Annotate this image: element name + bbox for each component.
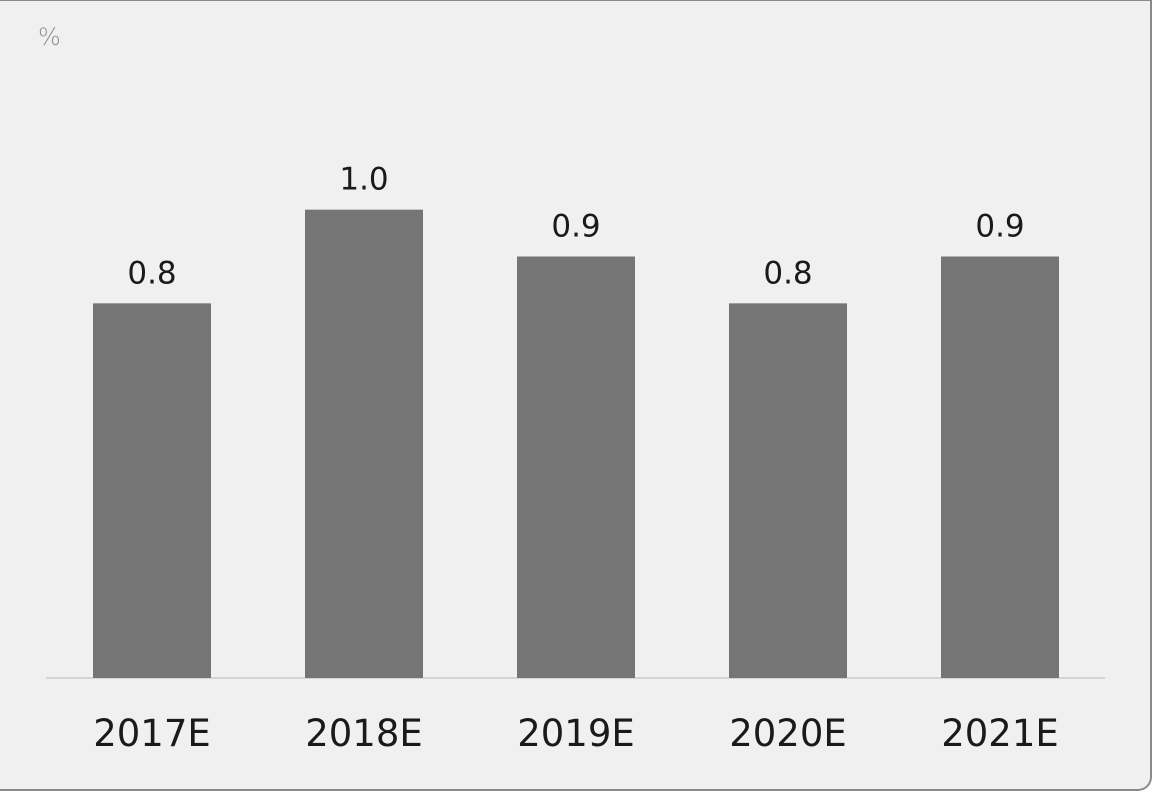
x-tick-label-2020E: 2020E [729, 712, 847, 755]
x-tick-label-2018E: 2018E [305, 712, 423, 755]
data-label-2019E: 0.9 [551, 209, 600, 245]
x-tick-label-2021E: 2021E [941, 712, 1059, 755]
bar-2018E [305, 209, 423, 678]
bar-2021E [941, 256, 1059, 678]
data-label-2021E: 0.9 [975, 209, 1024, 245]
bar-2017E [93, 303, 211, 678]
bar-2019E [517, 256, 635, 678]
y-unit-label: % [38, 23, 61, 51]
data-label-2020E: 0.8 [763, 255, 812, 291]
data-label-2017E: 0.8 [127, 255, 176, 291]
x-tick-label-2019E: 2019E [517, 712, 635, 755]
x-tick-label-2017E: 2017E [93, 712, 211, 755]
bar-2020E [729, 303, 847, 678]
data-label-2018E: 1.0 [339, 162, 388, 198]
